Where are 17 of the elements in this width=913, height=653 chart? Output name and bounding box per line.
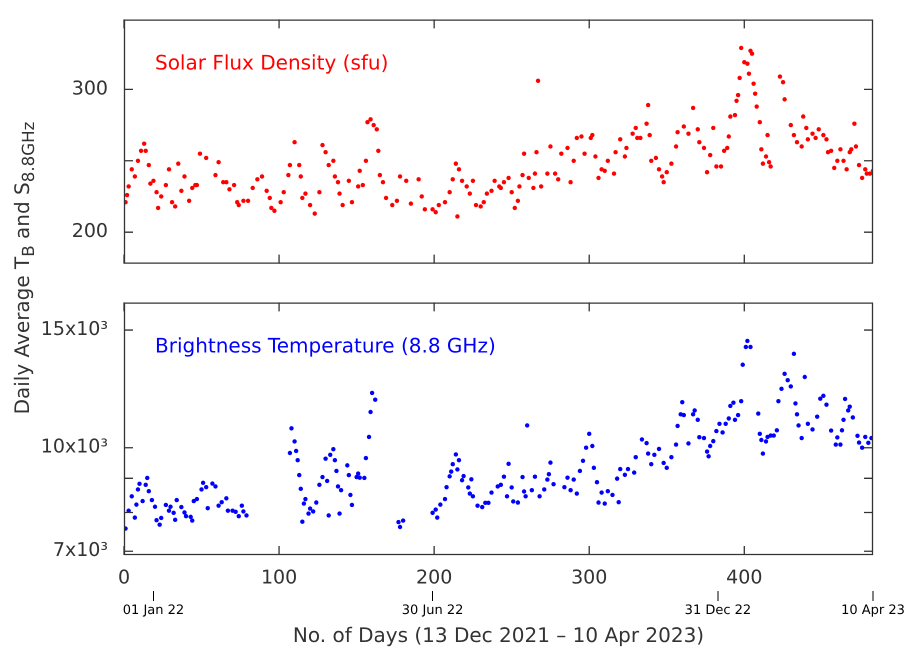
x-tick-label: 100 bbox=[260, 566, 298, 588]
x2-tick-label: 01 Jan 22 bbox=[122, 603, 184, 618]
text: Solar Flux Density (sfu) bbox=[155, 50, 388, 74]
x-tick-label: 200 bbox=[416, 566, 452, 588]
y-tick-label: 200 bbox=[72, 220, 108, 242]
y-tick-label: 300 bbox=[72, 77, 108, 100]
x2-tick-label: 31 Dec 22 bbox=[684, 603, 752, 618]
x-axis-title: No. of Days (13 Dec 2021 – 10 Apr 2023) bbox=[292, 623, 704, 648]
x-tick-label: 300 bbox=[571, 566, 608, 588]
y-tick-label: 10x10³ bbox=[40, 436, 108, 458]
x2-tick-label: 10 Apr 23 bbox=[841, 603, 905, 618]
text: Brightness Temperature (8.8 GHz) bbox=[155, 333, 496, 358]
x-tick-label: 400 bbox=[726, 566, 762, 588]
x-tick-label: 0 bbox=[118, 566, 130, 588]
y-tick-label: 7x10³ bbox=[52, 539, 108, 562]
y-tick-label: 15x10³ bbox=[40, 318, 108, 340]
x2-tick-label: 30 Jun 22 bbox=[402, 603, 464, 618]
